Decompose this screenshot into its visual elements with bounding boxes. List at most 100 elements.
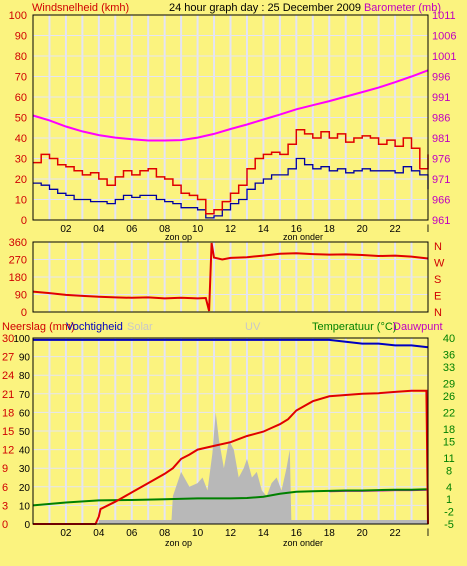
humidity-tick-label: 50 — [19, 427, 31, 438]
dewpoint-axis-title: Dauwpunt — [393, 321, 443, 333]
humidity-tick-label: 10 — [19, 501, 31, 512]
humidity-tick-label: 100 — [13, 334, 30, 345]
y2-tick-label: 981 — [432, 133, 450, 145]
series-layer — [32, 69, 429, 525]
compass-label: E — [434, 291, 441, 303]
rain-tick-label: 30 — [2, 333, 14, 345]
rain-tick-label: 27 — [2, 352, 14, 364]
x-tick-label: 06 — [126, 528, 138, 539]
compass-label: S — [434, 274, 441, 286]
humidity-tick-label: 90 — [19, 353, 31, 364]
y-tick-label: 90 — [15, 290, 27, 302]
temp-tick-label: 18 — [443, 424, 455, 436]
rain-tick-label: 15 — [2, 426, 14, 438]
rain-line — [33, 389, 429, 525]
x-tick-label: 14 — [258, 224, 270, 235]
x-tick-label: 02 — [60, 224, 72, 235]
x-tick-label: 14 — [258, 528, 270, 539]
y-tick-label: 90 — [15, 31, 27, 43]
sunrise-label-bottom: zon op — [165, 538, 192, 548]
sunset-label-bottom: zon onder — [283, 538, 323, 548]
x-tick-label: 18 — [324, 224, 336, 235]
rain-tick-label: 24 — [2, 370, 14, 382]
y-tick-label: 0 — [21, 215, 27, 227]
y2-tick-label: 1011 — [432, 10, 456, 22]
rain-tick-label: 12 — [2, 445, 14, 457]
temp-tick-label: -5 — [444, 519, 454, 531]
x-tick-label: 20 — [357, 224, 369, 235]
compass-label: W — [434, 258, 445, 270]
y-tick-label: 270 — [9, 255, 27, 267]
humidity-axis-title: Vochtigheid — [66, 321, 123, 333]
y-tick-label: 360 — [9, 237, 27, 249]
humidity-tick-label: 60 — [19, 408, 31, 419]
x-tick-label: 08 — [159, 528, 171, 539]
y2-tick-label: 991 — [432, 92, 450, 104]
solar-baseline — [98, 520, 428, 524]
humidity-tick-label: 40 — [19, 446, 31, 457]
y-tick-label: 60 — [15, 92, 27, 104]
x-tick-label: l — [427, 528, 429, 539]
temperature-line — [32, 488, 429, 507]
x-tick-label: 10 — [192, 528, 204, 539]
humidity-tick-label: 20 — [19, 483, 31, 494]
sunset-label-top: zon onder — [283, 232, 323, 242]
x-tick-label: 02 — [60, 528, 72, 539]
rain-tick-label: 6 — [2, 482, 8, 494]
plot-frames — [32, 14, 429, 525]
y-tick-label: 100 — [9, 10, 27, 22]
y-tick-label: 40 — [15, 133, 27, 145]
humidity-tick-label: 30 — [19, 464, 31, 475]
y2-tick-label: 966 — [432, 195, 450, 207]
y2-tick-label: 961 — [432, 215, 450, 227]
y-tick-label: 50 — [15, 113, 27, 125]
x-tick-label: 22 — [390, 224, 402, 235]
humidity-tick-label: 80 — [19, 371, 31, 382]
y2-tick-label: 971 — [432, 174, 450, 186]
y-tick-label: 0 — [21, 307, 27, 319]
tick-labels: 0102030405060708090100961966971976981986… — [2, 10, 456, 539]
x-tick-label: 04 — [93, 224, 105, 235]
y-tick-label: 70 — [15, 72, 27, 84]
temp-tick-label: 33 — [443, 362, 455, 374]
temp-tick-label: 40 — [443, 333, 455, 345]
temp-tick-label: 22 — [443, 407, 455, 419]
x-tick-label: 08 — [159, 224, 171, 235]
frame-wind — [32, 14, 429, 221]
rain-tick-label: 9 — [2, 463, 8, 475]
temp-tick-label: 29 — [443, 378, 455, 390]
compass-label: N — [434, 241, 442, 253]
rain-axis-title: Neerslag (mm) — [2, 321, 75, 333]
solar-title: Solar — [127, 321, 153, 333]
wind-axis-title: Windsnelheid (kmh) — [32, 2, 129, 14]
x-tick-label: 04 — [93, 528, 105, 539]
frame-direction — [32, 241, 429, 313]
temp-tick-label: -2 — [444, 507, 454, 519]
x-tick-label: 06 — [126, 224, 138, 235]
y2-tick-label: 1006 — [432, 31, 456, 43]
y-tick-label: 20 — [15, 174, 27, 186]
y2-tick-label: 976 — [432, 154, 450, 166]
x-tick-label: 22 — [390, 528, 402, 539]
rain-tick-label: 3 — [2, 500, 8, 512]
x-tick-label: 16 — [291, 224, 303, 235]
temp-tick-label: 11 — [443, 453, 454, 465]
x-tick-label: 10 — [192, 224, 204, 235]
temp-tick-label: 8 — [446, 465, 452, 477]
y-tick-label: 80 — [15, 51, 27, 63]
x-tick-label: l — [427, 224, 429, 235]
frame-rain-temp — [32, 337, 429, 525]
temp-tick-label: 36 — [443, 350, 455, 362]
y-tick-label: 180 — [9, 272, 27, 284]
y2-tick-label: 996 — [432, 72, 450, 84]
x-tick-label: 12 — [225, 224, 237, 235]
y-tick-label: 10 — [15, 195, 27, 207]
humidity-line — [33, 338, 429, 349]
temp-tick-label: 4 — [446, 482, 452, 494]
baro-axis-title: Barometer (mb) — [364, 2, 441, 14]
avg-wind-line — [33, 157, 429, 219]
wind-direction-line — [32, 242, 429, 312]
x-tick-label: 12 — [225, 528, 237, 539]
x-tick-label: 18 — [324, 528, 336, 539]
